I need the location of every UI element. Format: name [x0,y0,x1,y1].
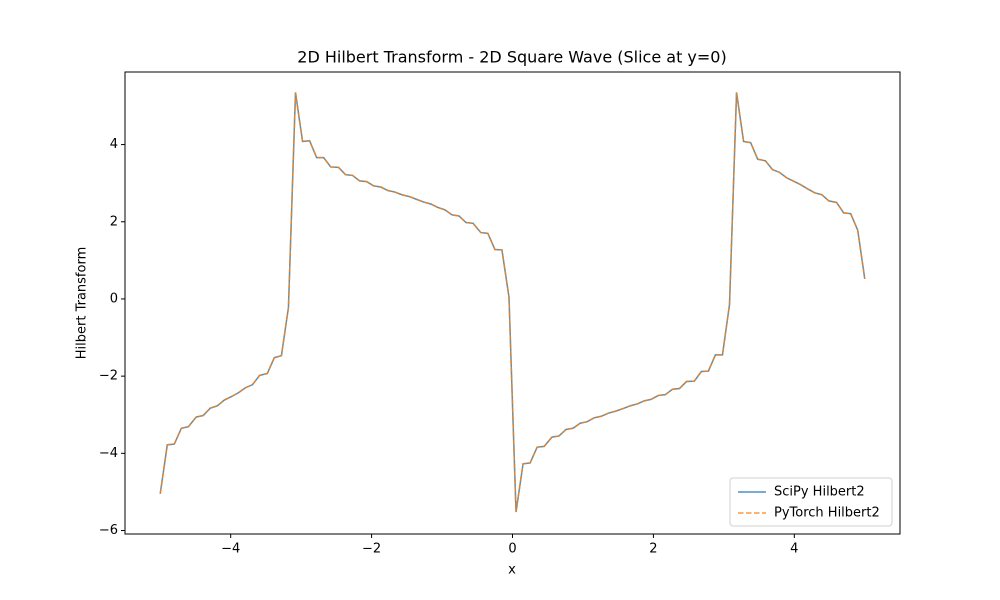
x-tick-label: 4 [790,542,798,557]
x-tick-label: 2 [649,542,657,557]
y-tick-label: −2 [99,369,118,384]
legend-box [729,477,893,527]
x-tick-label: −4 [221,542,240,557]
y-tick-label: −4 [99,446,118,461]
legend: SciPy Hilbert2 PyTorch Hilbert2 [729,477,893,527]
legend-label: PyTorch Hilbert2 [774,506,880,521]
y-tick-label: 4 [110,137,118,152]
x-axis-label: x [508,563,516,578]
x-tick-label: −2 [362,542,381,557]
y-tick-label: 2 [110,214,118,229]
legend-label: SciPy Hilbert2 [774,485,865,500]
chart-title: 2D Hilbert Transform - 2D Square Wave (S… [297,48,726,67]
y-axis-label: Hilbert Transform [75,247,90,360]
y-tick-label: −6 [99,523,118,538]
plot-frame [124,71,901,535]
x-tick-label: 0 [508,542,516,557]
y-tick-label: 0 [110,291,118,306]
line-series [159,92,866,513]
